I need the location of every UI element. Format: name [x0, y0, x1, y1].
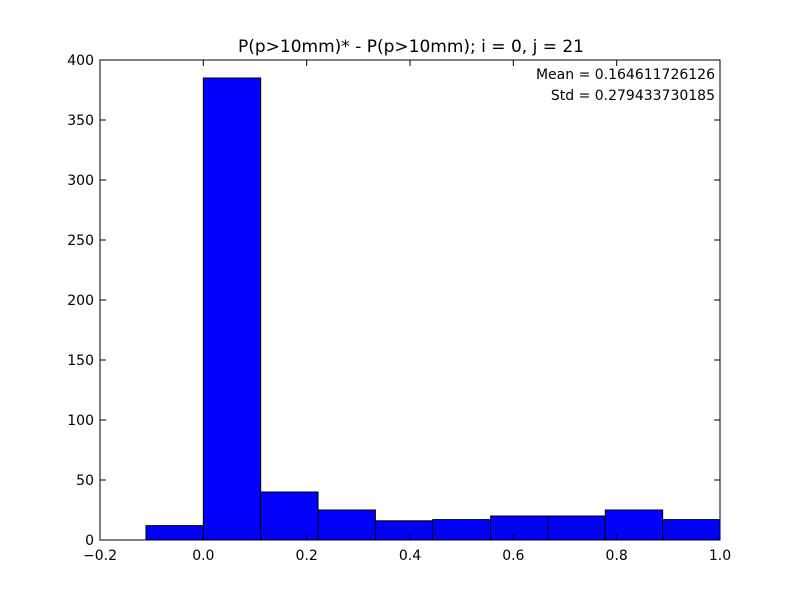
histogram-bar-1	[202, 77, 262, 541]
y-tick-label-1: 50	[76, 473, 94, 489]
axis-tick-labels: −0.2 0.0 0.2 0.4 0.6 0.8 1.0 0 50 100 150 200 250 300…	[67, 53, 731, 564]
std-annotation: Std = 0.279433730185	[551, 88, 715, 104]
histogram-bar-4	[374, 520, 434, 541]
y-tick-label-2: 100	[67, 413, 94, 429]
y-tick-label-8: 400	[67, 53, 94, 69]
histogram-bar-9	[662, 519, 721, 541]
axis-ticks	[99, 59, 721, 541]
y-tick-label-3: 150	[67, 353, 94, 369]
y-tick-label-0: 0	[85, 533, 94, 549]
y-tick-label-4: 200	[67, 293, 94, 309]
x-tick-label-4: 0.6	[502, 548, 524, 564]
histogram-bar-7	[547, 515, 606, 541]
x-tick-label-0: −0.2	[83, 548, 117, 564]
x-tick-label-6: 1.0	[709, 548, 731, 564]
plot-frame	[99, 59, 721, 541]
histogram-bars	[145, 77, 721, 541]
histogram-bar-6	[490, 515, 549, 541]
histogram-bar-2	[260, 491, 319, 541]
y-tick-label-7: 350	[67, 113, 94, 129]
x-tick-label-1: 0.0	[192, 548, 214, 564]
x-tick-label-5: 0.8	[606, 548, 628, 564]
histogram-bar-0	[145, 525, 204, 541]
y-tick-label-6: 300	[67, 173, 94, 189]
mean-annotation: Mean = 0.164611726126	[536, 67, 715, 83]
histogram-bar-5	[432, 519, 492, 541]
histogram-bar-8	[604, 509, 664, 541]
histogram-bar-3	[317, 509, 376, 541]
x-tick-label-2: 0.2	[296, 548, 318, 564]
x-tick-label-3: 0.4	[399, 548, 421, 564]
y-tick-label-5: 250	[67, 233, 94, 249]
chart-title: P(p>10mm)* - P(p>10mm); i = 0, j = 21	[238, 37, 584, 57]
